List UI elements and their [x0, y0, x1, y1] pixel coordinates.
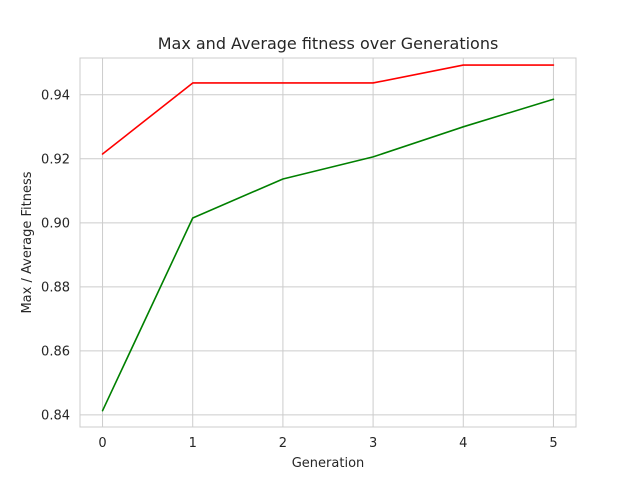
axes-frame [79, 57, 577, 428]
axes-border [79, 57, 577, 428]
y-tick-label: 0.90 [41, 216, 70, 231]
grid-lines [80, 58, 576, 427]
x-tick-labels: 0 1 2 3 4 5 [98, 436, 557, 451]
y-tick-label: 0.84 [41, 408, 70, 423]
y-tick-labels: 0.84 0.86 0.88 0.90 0.92 0.94 [41, 88, 70, 423]
max-fitness-line [101, 64, 555, 155]
y-axis-label: Max / Average Fitness [20, 171, 35, 313]
chart-title: Max and Average fitness over Generations [158, 34, 499, 53]
x-axis-label: Generation [292, 456, 365, 471]
series-lines [101, 64, 555, 412]
x-tick-label: 3 [369, 436, 377, 451]
y-tick-label: 0.92 [41, 152, 70, 167]
y-tick-label: 0.86 [41, 344, 70, 359]
x-tick-label: 0 [98, 436, 106, 451]
plot-area [80, 58, 576, 427]
x-tick-label: 4 [459, 436, 467, 451]
x-tick-label: 2 [279, 436, 287, 451]
x-tick-label: 5 [549, 436, 557, 451]
y-tick-label: 0.88 [41, 280, 70, 295]
x-tick-label: 1 [189, 436, 197, 451]
average-fitness-line [101, 98, 555, 412]
y-tick-label: 0.94 [41, 88, 70, 103]
